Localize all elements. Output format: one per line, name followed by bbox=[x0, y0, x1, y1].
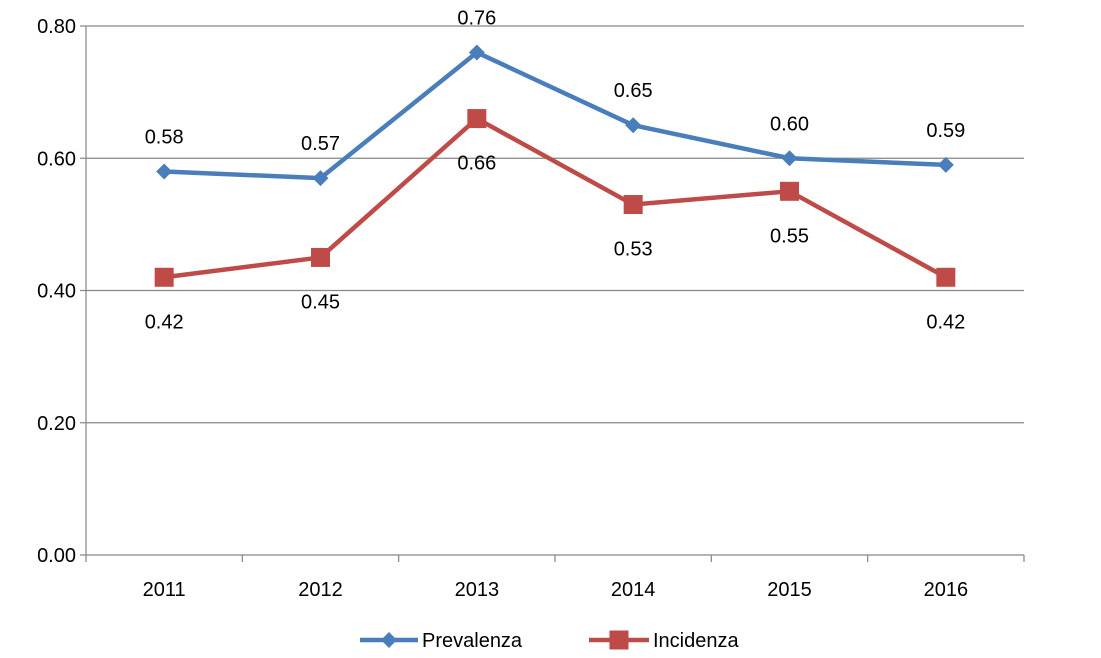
data-label: 0.59 bbox=[926, 120, 965, 142]
legend: Prevalenza Incidenza bbox=[360, 630, 739, 652]
y-tick-label: 0.60 bbox=[37, 148, 76, 170]
data-label: 0.53 bbox=[614, 239, 653, 261]
x-tick-label: 2015 bbox=[767, 579, 812, 601]
y-tick-label: 0.20 bbox=[37, 413, 76, 435]
x-tick-label: 2014 bbox=[611, 579, 656, 601]
x-tick-label: 2016 bbox=[924, 579, 969, 601]
data-point-marker bbox=[312, 170, 329, 187]
data-label: 0.60 bbox=[770, 113, 809, 135]
data-label: 0.66 bbox=[457, 153, 496, 175]
x-tick-label: 2012 bbox=[298, 579, 343, 601]
data-label: 0.42 bbox=[926, 311, 965, 333]
y-tick-label: 0.80 bbox=[37, 16, 76, 38]
y-tick-label: 0.00 bbox=[37, 545, 76, 567]
data-label: 0.45 bbox=[301, 291, 340, 313]
series-line bbox=[164, 50, 946, 181]
series-incidenza: 0.42 0.45 0.66 0.53 0.55 0.42 bbox=[145, 109, 965, 333]
y-axis-ticks: 0.00 0.20 0.40 0.60 0.80 bbox=[37, 16, 86, 567]
series-line bbox=[163, 116, 947, 280]
legend-item-prevalenza: Prevalenza bbox=[360, 630, 523, 652]
data-label: 0.55 bbox=[770, 225, 809, 247]
x-axis-ticks: 2011 2012 2013 2014 2015 2016 bbox=[85, 555, 1025, 601]
data-point-marker bbox=[623, 195, 643, 215]
data-label: 0.65 bbox=[614, 80, 653, 102]
data-point-marker bbox=[468, 44, 485, 61]
data-point-marker bbox=[625, 117, 642, 134]
legend-label: Prevalenza bbox=[422, 630, 523, 652]
legend-swatch-marker bbox=[381, 632, 397, 648]
gridlines bbox=[86, 25, 1024, 424]
data-point-marker bbox=[937, 156, 954, 173]
data-point-marker bbox=[467, 109, 487, 129]
legend-label: Incidenza bbox=[653, 630, 739, 652]
y-tick-label: 0.40 bbox=[37, 281, 76, 303]
series-prevalenza: 0.58 0.57 0.76 0.65 0.60 0.59 bbox=[145, 7, 965, 187]
data-label: 0.58 bbox=[145, 126, 184, 148]
data-point-marker bbox=[936, 267, 956, 287]
legend-item-incidenza: Incidenza bbox=[589, 630, 739, 652]
data-label: 0.76 bbox=[457, 7, 496, 29]
data-point-marker bbox=[154, 267, 174, 287]
legend-swatch-marker bbox=[609, 630, 629, 650]
x-tick-label: 2013 bbox=[455, 579, 500, 601]
data-label: 0.57 bbox=[301, 133, 340, 155]
data-point-marker bbox=[156, 163, 173, 180]
data-point-marker bbox=[781, 150, 798, 167]
x-tick-label: 2011 bbox=[143, 579, 186, 601]
data-point-marker bbox=[780, 181, 799, 201]
data-point-marker bbox=[311, 247, 330, 267]
data-label: 0.42 bbox=[145, 311, 184, 333]
series-group: 0.58 0.57 0.76 0.65 0.60 0.59 0.42 0.45 0.66 0.53… bbox=[145, 7, 966, 333]
